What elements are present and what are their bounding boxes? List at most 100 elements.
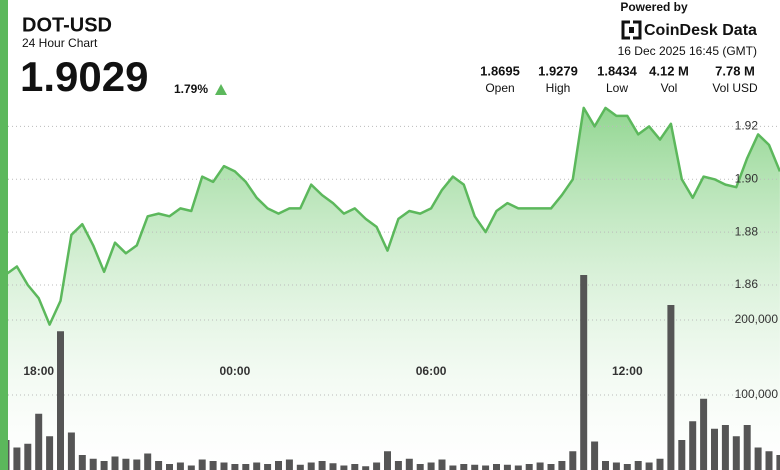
volume-bar	[111, 456, 119, 470]
stat-value: 4.12 M	[649, 63, 689, 78]
volume-bar	[296, 464, 304, 470]
timestamp: 16 Dec 2025 16:45 (GMT)	[618, 44, 757, 58]
stat-value: 1.9279	[538, 63, 578, 78]
volume-bar	[547, 464, 555, 470]
volume-bar	[602, 461, 609, 470]
volume-bar	[700, 398, 708, 470]
volume-bar	[776, 455, 780, 470]
stat-value: 1.8695	[480, 63, 520, 78]
volume-bar	[187, 465, 195, 470]
volume-bar	[634, 461, 642, 470]
volume-bar	[89, 458, 97, 470]
volume-bar	[166, 464, 173, 470]
price-line	[5, 106, 780, 326]
price-area	[6, 107, 780, 470]
volume-bar	[591, 441, 599, 470]
up-arrow	[215, 84, 227, 95]
logo-icon	[629, 27, 634, 33]
volume-bar	[340, 465, 348, 470]
chart-title: DOT-USD	[22, 14, 112, 36]
y2-tick-label: 200,000	[735, 312, 779, 326]
volume-bar	[656, 458, 664, 470]
volume-bar	[220, 462, 228, 470]
volume-bar	[318, 461, 326, 470]
y-tick-label: 1.90	[735, 171, 759, 185]
accent-stripe	[0, 0, 8, 470]
x-tick-label: 18:00	[23, 364, 54, 378]
volume-bar	[242, 464, 250, 470]
volume-bar	[689, 421, 697, 470]
volume-bar	[78, 455, 86, 470]
stat-label: Open	[485, 81, 514, 95]
stat-label: Low	[606, 81, 628, 95]
x-tick-label: 06:00	[416, 364, 447, 378]
volume-bar	[373, 462, 381, 470]
volume-bar	[743, 425, 751, 470]
stats: 1.8695 Open 1.9279 High 1.8434 Low 4.12 M Vol 7.…	[480, 63, 758, 95]
volume-bar	[645, 462, 653, 470]
x-tick-label: 12:00	[612, 364, 643, 378]
volume-bar	[471, 464, 479, 470]
volume-bar	[67, 432, 75, 470]
chart-subtitle: 24 Hour Chart	[22, 36, 98, 50]
volume-bar	[558, 461, 566, 470]
volume-bar	[732, 436, 740, 470]
volume-bar	[493, 464, 500, 470]
volume-bar	[133, 459, 141, 470]
volume-bar	[329, 463, 337, 470]
plot-area: 1.92 1.90 1.88 1.86 200,000 100,000 18:00 00:00…	[2, 106, 780, 470]
brand-name: CoinDesk Data	[644, 22, 757, 39]
volume-bar	[482, 465, 490, 470]
volume-bar	[155, 461, 163, 470]
y2-tick-label: 100,000	[735, 387, 779, 401]
volume-bar	[176, 462, 184, 470]
volume-bar	[231, 464, 239, 470]
volume-bar	[612, 462, 620, 470]
volume-bar	[57, 331, 64, 470]
volume-bar	[46, 436, 54, 470]
volume-bar	[754, 447, 762, 470]
volume-bar	[460, 464, 468, 470]
volume-bar	[394, 461, 402, 470]
current-price: 1.9029	[20, 53, 148, 100]
volume-bar	[275, 461, 282, 470]
y-tick-label: 1.86	[735, 277, 759, 291]
volume-bar	[144, 453, 152, 470]
volume-bar	[765, 451, 773, 470]
volume-bar	[384, 451, 391, 470]
stat-label: High	[546, 81, 571, 95]
volume-bar	[449, 465, 457, 470]
y-tick-label: 1.88	[735, 224, 759, 238]
powered-by: Powered by	[620, 0, 688, 14]
logo-icon	[621, 20, 642, 40]
volume-bar	[580, 275, 588, 470]
volume-bar	[678, 440, 686, 470]
volume-bar	[569, 451, 577, 470]
volume-bar	[264, 464, 272, 470]
stat-value: 7.78 M	[715, 63, 755, 78]
volume-bar	[514, 465, 522, 470]
volume-bar	[122, 458, 130, 470]
volume-bar	[35, 413, 43, 470]
stat-label: Vol USD	[712, 81, 758, 95]
volume-bar	[351, 464, 359, 470]
volume-bar	[362, 466, 370, 470]
volume-bar	[198, 459, 206, 470]
volume-bar	[503, 464, 511, 470]
volume-bar	[711, 428, 718, 470]
volume-bar	[438, 459, 446, 470]
volume-bar	[416, 464, 424, 470]
price-change: 1.79%	[174, 82, 208, 96]
stat-value: 1.8434	[597, 63, 638, 78]
stat-label: Vol	[661, 81, 678, 95]
volume-bar	[13, 447, 21, 470]
volume-bar	[405, 458, 413, 470]
volume-bar	[536, 462, 544, 470]
volume-bar	[623, 464, 631, 470]
volume-bar	[285, 459, 293, 470]
volume-bar	[721, 425, 729, 470]
volume-bar	[427, 462, 435, 470]
volume-bar	[253, 462, 261, 470]
volume-bar	[209, 461, 217, 470]
